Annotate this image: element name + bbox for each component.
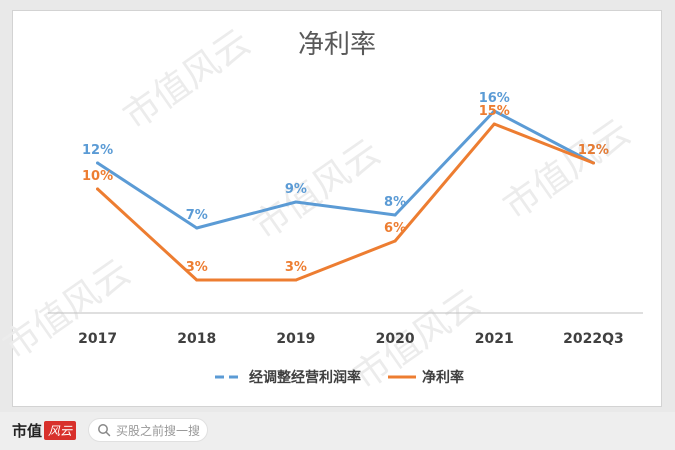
x-tick-label: 2021 <box>475 331 514 347</box>
x-tick-label: 2018 <box>177 331 216 347</box>
data-point <box>96 187 100 191</box>
data-label: 9% <box>285 182 307 197</box>
data-point <box>393 239 397 243</box>
brand-badge: 风云 <box>44 420 77 440</box>
x-tick-label: 2019 <box>276 331 315 347</box>
chart-title: 净利率 <box>298 30 376 60</box>
data-label: 15% <box>479 104 510 119</box>
legend-label-1: 经调整经营利润率 <box>249 369 361 386</box>
data-point <box>195 278 199 282</box>
data-label: 12% <box>82 143 113 158</box>
data-point <box>492 109 496 113</box>
x-tick-label: 2017 <box>78 331 117 347</box>
data-label: 16% <box>479 91 510 106</box>
data-point <box>492 122 496 126</box>
line-chart: 净利率 2017 2018 2019 2020 2021 2022Q3 12% 7% 9% 8% 16… <box>48 30 643 386</box>
data-label: 8% <box>384 195 406 210</box>
search-placeholder: 买股之前搜一搜 <box>116 423 201 438</box>
brand-logo[interactable]: 市值 风云 <box>12 418 77 442</box>
data-label: 12% <box>578 143 609 158</box>
data-label: 7% <box>186 208 208 223</box>
brand-name: 市值 <box>12 421 43 440</box>
data-label: 3% <box>285 260 307 275</box>
data-point <box>393 213 397 217</box>
data-point <box>195 226 199 230</box>
data-label: 6% <box>384 221 406 236</box>
footer-bar: 市值 风云 买股之前搜一搜 <box>0 412 675 450</box>
series-line-2 <box>96 122 595 282</box>
data-label: 10% <box>82 169 113 184</box>
data-label: 3% <box>186 260 208 275</box>
legend-label-2: 净利率 <box>422 369 464 386</box>
x-tick-label: 2020 <box>376 331 415 347</box>
search-box[interactable]: 买股之前搜一搜 <box>88 418 208 442</box>
series-line-1 <box>96 109 595 230</box>
data-point <box>591 161 595 165</box>
chart-frame: 市值风云 市值风云 市值风云 市值风云 市值风云 净利率 2017 2018 2019… <box>0 10 662 407</box>
data-point <box>96 161 100 165</box>
x-tick-label: 2022Q3 <box>563 331 624 347</box>
data-label: 12% <box>578 143 609 158</box>
data-point <box>294 200 298 204</box>
data-point <box>294 278 298 282</box>
search-icon <box>98 424 111 437</box>
